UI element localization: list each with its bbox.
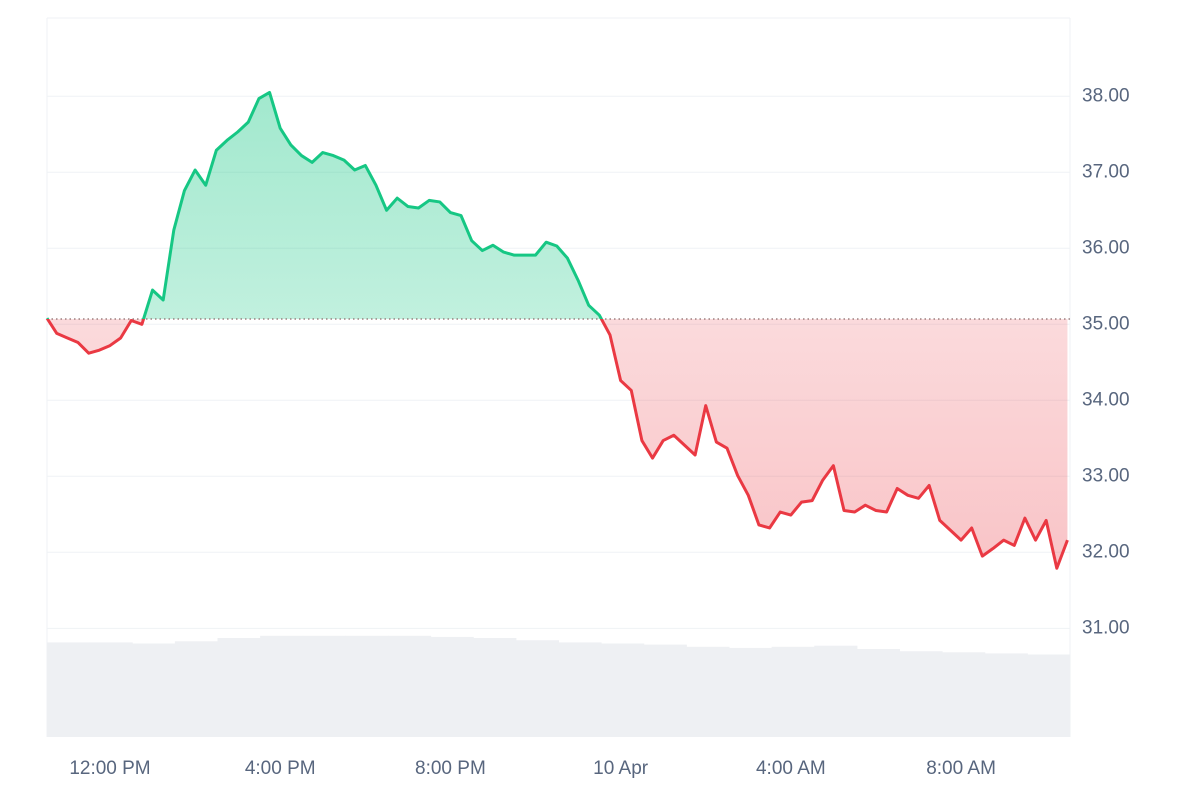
x-tick-label: 4:00 AM (756, 758, 826, 779)
y-tick-label: 37.00 (1082, 161, 1130, 182)
y-tick-label: 35.00 (1082, 313, 1130, 334)
y-tick-label: 38.00 (1082, 85, 1130, 106)
volume-bar (601, 643, 645, 737)
area-up (47, 92, 602, 319)
volume-bar (814, 645, 858, 737)
area-down (47, 318, 1068, 569)
volume-bar (558, 642, 602, 737)
volume-bar (89, 642, 133, 737)
x-tick-label: 8:00 AM (926, 758, 996, 779)
volume-bar (984, 653, 1028, 737)
y-tick-label: 31.00 (1082, 617, 1130, 638)
y-tick-label: 34.00 (1082, 389, 1130, 410)
volume-bar (899, 651, 943, 737)
volume-bar (174, 641, 218, 737)
volume-bar (473, 638, 517, 737)
volume-bar (643, 644, 687, 737)
volume-bar (132, 643, 176, 737)
volume-bar (430, 636, 474, 737)
price-line-down (45, 318, 1069, 570)
volume-bar (1027, 654, 1071, 737)
volume-bar (771, 646, 815, 737)
volume-bar (47, 642, 91, 737)
x-tick-label: 10 Apr (593, 758, 649, 779)
volume-bar (942, 652, 986, 737)
volume-bar (345, 635, 389, 737)
x-tick-label: 12:00 PM (69, 758, 150, 779)
volume-bar (515, 640, 559, 737)
volume-bar (302, 635, 346, 737)
volume-bar (388, 635, 432, 737)
volume-bar (729, 647, 773, 737)
x-tick-label: 8:00 PM (415, 758, 486, 779)
y-tick-label: 36.00 (1082, 237, 1130, 258)
volume-bar (217, 638, 261, 737)
price-line-up (45, 90, 604, 319)
volume-bar (260, 635, 304, 737)
volume-bar (686, 646, 730, 737)
volume-bar (856, 649, 900, 737)
y-tick-label: 32.00 (1082, 541, 1130, 562)
x-tick-label: 4:00 PM (245, 758, 316, 779)
y-tick-label: 33.00 (1082, 465, 1130, 486)
